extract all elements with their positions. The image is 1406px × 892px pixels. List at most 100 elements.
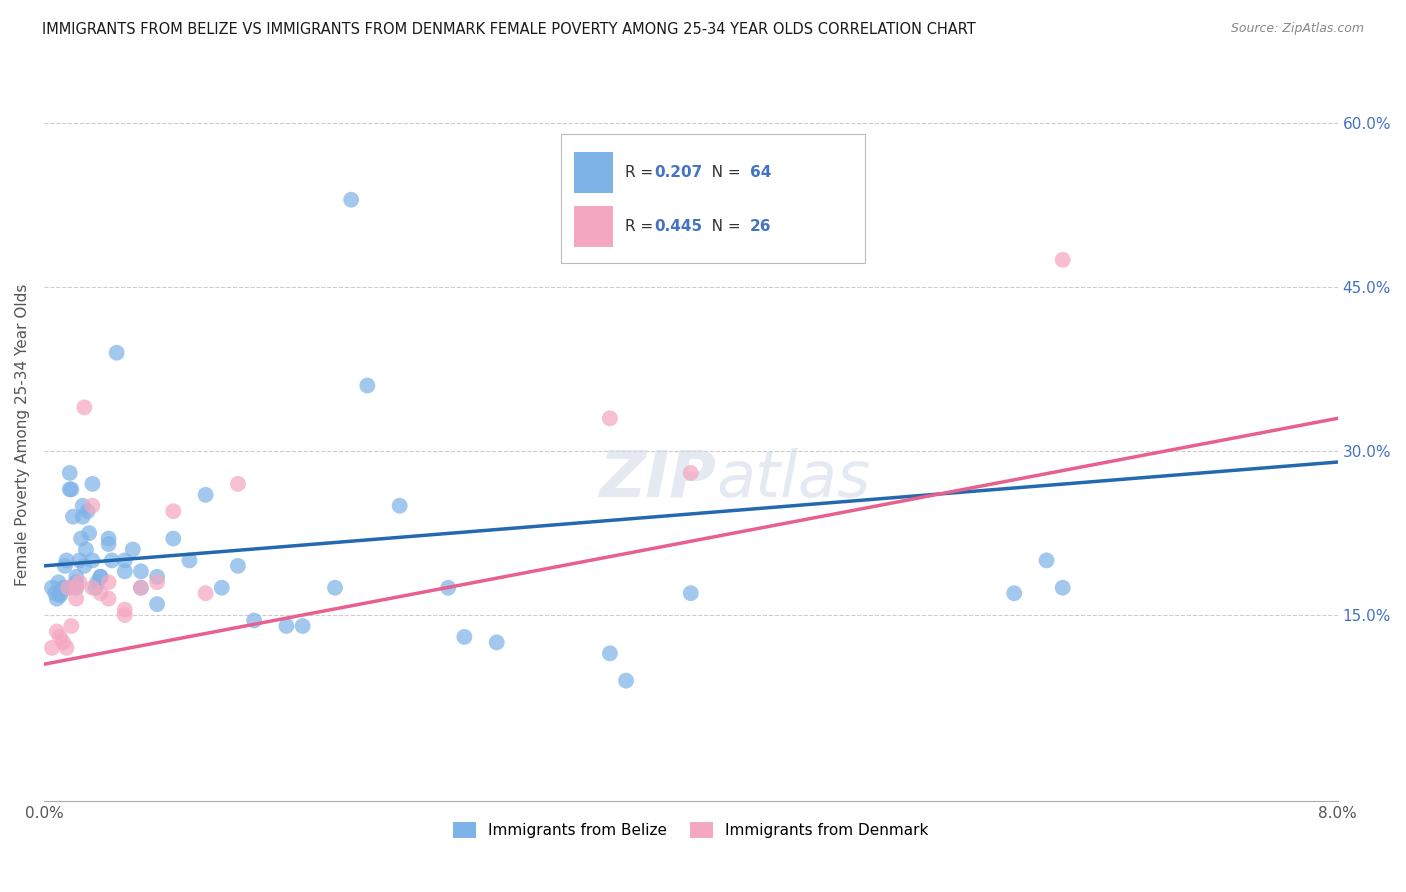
Point (77, 526, 100, 541)
Point (73, 558, 96, 573)
Point (226, 476, 249, 491)
Point (97, 575, 120, 590)
Point (72, 499, 94, 513)
Point (65, 591, 87, 606)
Point (52, 635, 75, 649)
Point (162, 504, 184, 518)
Point (146, 575, 169, 590)
Point (679, 586, 702, 600)
Point (86, 575, 108, 590)
Point (179, 553, 201, 567)
Text: IMMIGRANTS FROM BELIZE VS IMMIGRANTS FROM DENMARK FEMALE POVERTY AMONG 25-34 YEA: IMMIGRANTS FROM BELIZE VS IMMIGRANTS FRO… (42, 22, 976, 37)
Point (437, 581, 460, 595)
Point (1002, 586, 1025, 600)
Point (41, 640, 63, 655)
Point (101, 553, 124, 567)
Point (65, 570, 87, 584)
Point (41, 581, 63, 595)
Point (84, 581, 107, 595)
Point (485, 635, 508, 649)
Point (114, 602, 136, 616)
Point (453, 630, 475, 644)
Point (114, 608, 136, 623)
Point (291, 619, 314, 633)
Point (146, 597, 169, 611)
Point (82, 553, 104, 567)
Point (146, 570, 169, 584)
Point (53, 558, 76, 573)
Point (1052, 581, 1074, 595)
Point (45, 591, 67, 606)
Point (129, 581, 152, 595)
Point (49, 586, 72, 600)
Point (69, 553, 91, 567)
Point (599, 646, 621, 660)
Point (679, 466, 702, 480)
Point (105, 345, 128, 359)
Point (49, 584, 72, 599)
Point (45, 624, 67, 639)
Text: 0.445: 0.445 (654, 219, 702, 235)
Point (65, 581, 87, 595)
Text: R =: R = (626, 165, 658, 180)
Point (70, 532, 93, 546)
Point (76, 504, 98, 518)
Point (89, 570, 111, 584)
Point (89, 586, 111, 600)
Point (356, 378, 378, 392)
Point (59, 466, 82, 480)
Point (211, 581, 233, 595)
Point (62, 509, 84, 524)
Point (72, 509, 94, 524)
Point (65, 575, 87, 590)
Point (243, 614, 266, 628)
Point (55, 553, 77, 567)
Text: 0.207: 0.207 (654, 165, 703, 180)
Point (323, 581, 346, 595)
Point (55, 640, 77, 655)
Text: N =: N = (697, 165, 745, 180)
Text: 26: 26 (749, 219, 772, 235)
Point (340, 193, 363, 207)
Point (114, 553, 136, 567)
Point (129, 565, 152, 579)
Point (194, 488, 217, 502)
Point (48, 575, 70, 590)
Point (388, 499, 411, 513)
Text: atlas: atlas (717, 448, 870, 509)
FancyBboxPatch shape (574, 206, 613, 247)
Point (73, 401, 96, 415)
Point (52, 581, 75, 595)
Text: 64: 64 (749, 165, 772, 180)
Point (276, 619, 298, 633)
FancyBboxPatch shape (561, 135, 866, 262)
Point (59, 483, 82, 497)
Point (49, 630, 72, 644)
FancyBboxPatch shape (574, 153, 613, 194)
Point (97, 537, 120, 551)
Y-axis label: Female Poverty Among 25-34 Year Olds: Female Poverty Among 25-34 Year Olds (15, 284, 30, 586)
Point (65, 581, 87, 595)
Point (56, 581, 79, 595)
Point (49, 588, 72, 602)
Point (97, 591, 120, 606)
Point (56, 581, 79, 595)
Text: N =: N = (697, 219, 745, 235)
Point (1035, 553, 1057, 567)
Point (60, 619, 83, 633)
Point (129, 581, 152, 595)
Point (75, 542, 97, 557)
Legend: Immigrants from Belize, Immigrants from Denmark: Immigrants from Belize, Immigrants from … (447, 816, 935, 845)
Point (60, 483, 83, 497)
Point (1052, 252, 1074, 267)
Point (44, 586, 66, 600)
Point (69, 575, 91, 590)
Point (82, 499, 104, 513)
Text: R =: R = (626, 219, 658, 235)
Point (162, 532, 184, 546)
Text: Source: ZipAtlas.com: Source: ZipAtlas.com (1230, 22, 1364, 36)
Point (614, 673, 637, 688)
Point (194, 586, 217, 600)
Point (226, 558, 249, 573)
Point (599, 411, 621, 425)
